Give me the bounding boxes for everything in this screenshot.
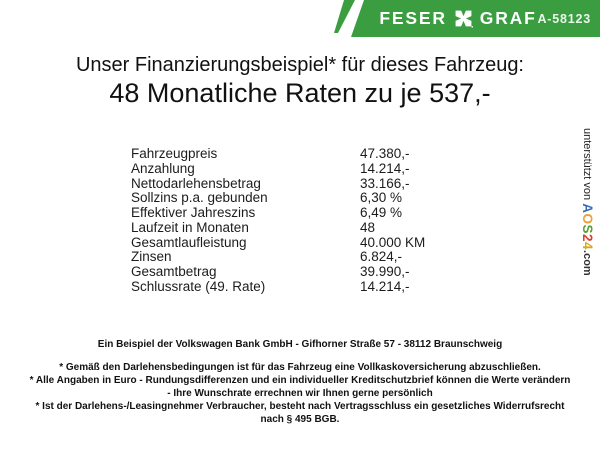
supported-by-prefix: unterstützt von xyxy=(581,128,593,204)
table-row: Fahrzeugpreis 47.380,- xyxy=(131,146,481,162)
disclaimer-block: * Gemäß den Darlehensbedingungen ist für… xyxy=(0,362,600,427)
row-label: Fahrzeugpreis xyxy=(131,146,218,161)
dealer-banner: FESER GRAF A-58123 xyxy=(351,0,600,37)
disclaimer-line: * Gemäß den Darlehensbedingungen ist für… xyxy=(59,362,541,373)
row-label: Nettodarlehensbetrag xyxy=(131,175,261,191)
aos24-logo: AOS24 xyxy=(580,203,595,250)
aos-letter-1: O xyxy=(580,213,595,225)
row-label: Zinsen xyxy=(131,249,172,265)
row-value: 14.214,- xyxy=(360,160,410,176)
aos-letter-0: A xyxy=(580,203,595,214)
table-row: Effektiver Jahreszins 6,49 % xyxy=(131,205,481,221)
table-row: Anzahlung 14.214,- xyxy=(131,160,481,177)
row-label: Schlussrate (49. Rate) xyxy=(131,278,266,294)
row-label: Gesamtbetrag xyxy=(131,264,217,279)
vehicle-code-badge: A-58123 xyxy=(537,11,591,26)
dealer-logo: FESER GRAF xyxy=(379,8,536,29)
row-value: 48 xyxy=(360,219,376,235)
aos-letter-3: 2 xyxy=(580,234,595,243)
row-label: Effektiver Jahreszins xyxy=(131,205,256,220)
brand-word-feser: FESER xyxy=(379,8,447,28)
row-value: 39.990,- xyxy=(360,264,410,279)
bank-info-line: Ein Beispiel der Volkswagen Bank GmbH - … xyxy=(97,339,503,350)
row-value: 40.000 KM xyxy=(360,234,426,250)
disclaimer-line: * Ist der Darlehens-/Leasingnehmer Verbr… xyxy=(35,400,565,412)
table-row: Schlussrate (49. Rate) 14.214,- xyxy=(131,278,481,295)
aos-letter-2: S xyxy=(580,224,595,234)
row-label: Gesamtlaufleistung xyxy=(131,234,247,250)
feser-graf-x-icon xyxy=(455,10,473,28)
disclaimer-line: - Ihre Wunschrate errechnen wir Ihnen ge… xyxy=(167,387,433,399)
row-value: 6,49 % xyxy=(360,205,403,220)
row-value: 47.380,- xyxy=(360,146,410,161)
disclaimer-line: * Alle Angaben in Euro - Rundungsdiffere… xyxy=(29,374,571,386)
disclaimer-line: nach § 495 BGB. xyxy=(260,413,340,425)
brand-word-graf: GRAF xyxy=(479,8,537,28)
table-row: Sollzins p.a. gebunden 6,30 % xyxy=(131,190,481,206)
row-value: 14.214,- xyxy=(360,278,410,294)
row-value: 33.166,- xyxy=(360,175,410,191)
table-row: Nettodarlehensbetrag 33.166,- xyxy=(131,175,481,192)
banner-stripe xyxy=(334,0,355,33)
row-value: 6.824,- xyxy=(360,249,403,265)
finance-table: Fahrzeugpreis 47.380,- Anzahlung 14.214,… xyxy=(131,146,481,295)
table-row: Gesamtbetrag 39.990,- xyxy=(131,264,481,280)
aos24-domain-suffix: .com xyxy=(581,250,593,276)
finance-example-heading: Unser Finanzierungsbeispiel* für dieses … xyxy=(75,54,524,76)
aos-letter-4: 4 xyxy=(580,242,595,251)
table-row: Laufzeit in Monaten 48 xyxy=(131,219,481,236)
row-label: Anzahlung xyxy=(131,160,195,176)
row-label: Sollzins p.a. gebunden xyxy=(131,190,268,206)
supported-by-label: unterstützt von AOS24.com xyxy=(580,128,595,428)
table-row: Zinsen 6.824,- xyxy=(131,249,481,265)
row-value: 6,30 % xyxy=(360,190,403,206)
row-label: Laufzeit in Monaten xyxy=(131,219,249,235)
table-row: Gesamtlaufleistung 40.000 KM xyxy=(131,234,481,251)
monthly-rate-heading: 48 Monatliche Raten zu je 537,- xyxy=(109,78,491,108)
